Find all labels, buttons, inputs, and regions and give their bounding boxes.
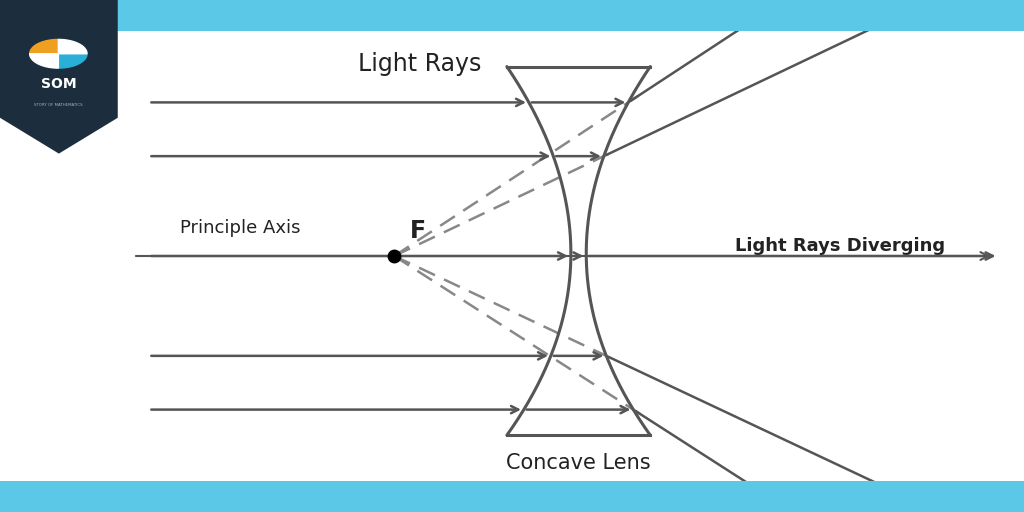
Polygon shape <box>58 54 87 68</box>
Text: STORY OF MATHEMATICS: STORY OF MATHEMATICS <box>34 103 83 107</box>
Polygon shape <box>30 39 58 54</box>
Text: Concave Lens: Concave Lens <box>506 453 651 474</box>
Polygon shape <box>58 39 87 54</box>
Polygon shape <box>0 0 118 154</box>
Polygon shape <box>30 54 58 68</box>
Text: SOM: SOM <box>41 77 76 92</box>
Text: Light Rays: Light Rays <box>358 52 481 76</box>
Text: Principle Axis: Principle Axis <box>180 219 301 237</box>
Text: Light Rays Diverging: Light Rays Diverging <box>734 237 945 255</box>
Bar <box>0 0 1024 31</box>
Text: F: F <box>410 219 426 243</box>
Bar <box>0 481 1024 512</box>
